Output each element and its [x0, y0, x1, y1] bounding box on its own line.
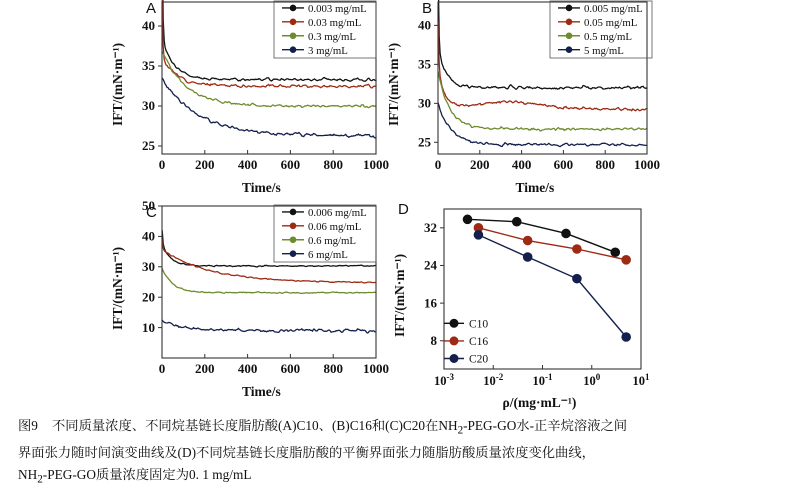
svg-text:1000: 1000 [634, 157, 660, 172]
svg-text:400: 400 [512, 157, 532, 172]
svg-text:5 mg/mL: 5 mg/mL [584, 45, 624, 57]
svg-text:25: 25 [142, 138, 156, 153]
svg-text:3 mg/mL: 3 mg/mL [308, 45, 348, 57]
svg-text:10-2: 10-2 [483, 372, 503, 388]
svg-text:C10: C10 [469, 319, 488, 331]
svg-text:0.006 mg/mL: 0.006 mg/mL [308, 207, 367, 219]
svg-text:0: 0 [159, 157, 166, 172]
svg-text:10-1: 10-1 [533, 372, 553, 388]
svg-text:800: 800 [323, 361, 343, 376]
svg-text:101: 101 [633, 372, 651, 388]
svg-text:25: 25 [418, 135, 432, 150]
svg-text:40: 40 [142, 229, 155, 244]
svg-text:200: 200 [470, 157, 490, 172]
svg-text:200: 200 [195, 361, 215, 376]
svg-text:35: 35 [142, 58, 156, 73]
svg-text:10-3: 10-3 [434, 372, 454, 388]
svg-text:600: 600 [554, 157, 574, 172]
svg-text:35: 35 [418, 57, 432, 72]
svg-text:0.03 mg/mL: 0.03 mg/mL [308, 17, 361, 29]
svg-text:400: 400 [238, 157, 257, 172]
svg-text:40: 40 [418, 18, 431, 33]
svg-text:40: 40 [142, 18, 155, 33]
svg-text:0.3 mg/mL: 0.3 mg/mL [308, 31, 356, 43]
svg-text:0.06 mg/mL: 0.06 mg/mL [308, 221, 361, 233]
svg-text:30: 30 [418, 96, 431, 111]
svg-text:1000: 1000 [363, 361, 389, 376]
svg-text:30: 30 [142, 259, 155, 274]
svg-text:6 mg/mL: 6 mg/mL [308, 249, 348, 261]
svg-text:24: 24 [424, 258, 438, 273]
svg-text:1000: 1000 [363, 157, 389, 172]
svg-text:100: 100 [583, 372, 601, 388]
svg-text:8: 8 [431, 333, 438, 348]
svg-text:20: 20 [142, 289, 155, 304]
svg-text:200: 200 [195, 157, 215, 172]
svg-text:800: 800 [595, 157, 615, 172]
svg-text:0.05 mg/mL: 0.05 mg/mL [584, 17, 637, 29]
svg-text:400: 400 [238, 361, 257, 376]
svg-text:32: 32 [424, 220, 437, 235]
svg-text:C16: C16 [469, 336, 488, 348]
svg-text:50: 50 [142, 200, 155, 213]
svg-text:C20: C20 [469, 354, 488, 366]
svg-text:0.6 mg/mL: 0.6 mg/mL [308, 235, 356, 247]
svg-text:0.005 mg/mL: 0.005 mg/mL [584, 3, 643, 15]
svg-text:0.003 mg/mL: 0.003 mg/mL [308, 3, 367, 15]
svg-text:600: 600 [281, 157, 301, 172]
svg-text:0: 0 [159, 361, 166, 376]
svg-text:0: 0 [435, 157, 442, 172]
svg-text:16: 16 [424, 295, 438, 310]
svg-text:600: 600 [281, 361, 301, 376]
svg-text:0.5 mg/mL: 0.5 mg/mL [584, 31, 632, 43]
svg-text:10: 10 [142, 320, 155, 335]
svg-text:800: 800 [323, 157, 343, 172]
svg-text:30: 30 [142, 98, 155, 113]
